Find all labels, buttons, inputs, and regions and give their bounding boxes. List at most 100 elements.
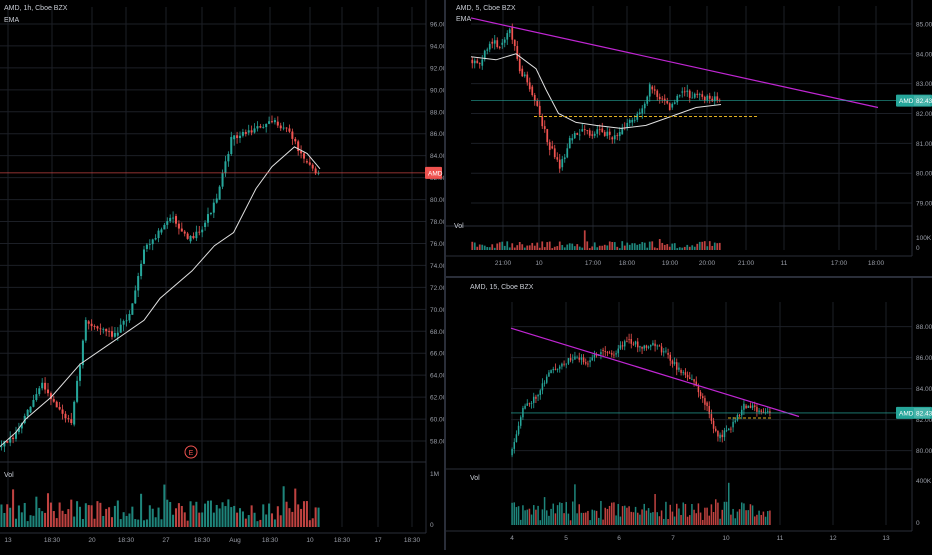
volume-bar [23, 502, 26, 527]
pane-divider-horizontal[interactable] [446, 276, 932, 278]
volume-bar [12, 489, 15, 527]
volume-bar [649, 512, 652, 525]
volume-bar [122, 512, 125, 527]
candle-body [758, 410, 760, 412]
candle-body [713, 96, 716, 102]
chart-bottom-right-svg[interactable]: 88.00 86.00 84.00 82.00 80.00 400K 0 4 5 6 7 10 11 12… [446, 278, 932, 550]
price-tag-symbol: AMD [428, 170, 443, 177]
volume-bar [108, 507, 111, 527]
candle-body [172, 217, 175, 219]
volume-tick-label: 1M [430, 471, 439, 478]
x-tick-label: 6 [617, 535, 621, 542]
price-tag-symbol: AMD [899, 410, 914, 417]
candle-body [221, 173, 224, 187]
chart-left-svg[interactable]: 96.0094.0092.0090.0088.0086.0084.0082.00… [0, 0, 462, 550]
volume-bar [553, 246, 556, 250]
candle-body [706, 402, 708, 407]
chart-pane-bottom-right[interactable]: 88.00 86.00 84.00 82.00 80.00 400K 0 4 5 6 7 10 11 12… [446, 278, 932, 550]
trendline [470, 17, 879, 109]
volume-bar [708, 515, 711, 525]
candle-body [548, 142, 551, 150]
volume-bar [701, 241, 704, 250]
volume-bar [718, 242, 721, 250]
y-tick-label: 60.00 [430, 417, 444, 424]
candle-body [725, 430, 728, 432]
candle-body [518, 58, 521, 72]
volume-bar [166, 499, 169, 527]
candle-body [215, 198, 218, 203]
candle-body [230, 136, 233, 155]
volume-bar [626, 242, 629, 250]
volume-bar [753, 516, 756, 525]
candle-body [276, 121, 279, 126]
volume-bar [675, 503, 678, 525]
price-tag [425, 166, 442, 179]
candle-body [671, 360, 674, 364]
volume-bar [762, 511, 765, 525]
candle-body [311, 164, 314, 169]
candle-body [656, 90, 659, 97]
candle-body [753, 405, 756, 407]
volume-bar [617, 503, 620, 525]
candle-body [716, 96, 719, 101]
candle-body [478, 63, 481, 65]
candle-body [513, 442, 516, 449]
candle-body [119, 324, 122, 333]
candle-body [658, 345, 661, 347]
candle-body [711, 98, 714, 102]
candle-body [730, 428, 732, 430]
candle-body [680, 370, 682, 373]
candle-body [247, 130, 250, 133]
candle-body [556, 368, 559, 370]
volume-bar [183, 512, 186, 527]
candle-body [591, 357, 594, 361]
x-tick-label: 10 [535, 260, 543, 267]
volume-bar [606, 508, 609, 525]
volume-bar [571, 243, 574, 250]
candle-body [766, 411, 769, 413]
volume-bar [608, 241, 611, 250]
volume-bar [730, 514, 732, 525]
volume-bar [566, 244, 569, 250]
volume-bar [615, 515, 617, 525]
volume-bar [530, 514, 533, 525]
candle-body [566, 148, 569, 158]
volume-bar [538, 247, 541, 250]
y-tick-label: 86.00 [916, 355, 932, 362]
volume-bar [631, 243, 634, 250]
candle-body [578, 357, 581, 360]
candle-body [183, 231, 186, 234]
volume-bar [471, 241, 474, 250]
candle-body [511, 26, 514, 40]
candle-body [151, 239, 154, 245]
volume-bar [593, 510, 596, 525]
volume-bar [665, 501, 667, 525]
volume-bar [174, 508, 178, 527]
candle-body [686, 90, 689, 92]
volume-bar [578, 504, 581, 525]
candle-body [546, 129, 549, 143]
x-tick-label: 12 [829, 535, 837, 542]
volume-bar [483, 245, 486, 250]
candle-body [12, 437, 15, 440]
chart-top-right-svg[interactable]: 85.00 84.00 83.00 82.00 81.00 80.00 79.00 100K 0… [446, 0, 932, 276]
chart-pane-top-right[interactable]: 85.00 84.00 83.00 82.00 81.00 80.00 79.00 100K 0… [446, 0, 932, 276]
pane-divider-vertical[interactable] [444, 0, 446, 550]
candle-body [244, 132, 247, 134]
volume-bar [550, 508, 552, 525]
candle-body [723, 430, 726, 438]
volume-bar [473, 242, 476, 250]
volume-bar [493, 247, 496, 250]
volume-bar [35, 496, 38, 527]
candle-body [543, 126, 546, 130]
volume-bar [543, 497, 546, 525]
volume-bar [639, 514, 641, 525]
volume-bar [224, 506, 227, 527]
chart-pane-left[interactable]: 96.0094.0092.0090.0088.0086.0084.0082.00… [0, 0, 462, 550]
volume-bar [678, 247, 681, 250]
volume-bar [661, 242, 664, 250]
volume-bar [558, 502, 561, 525]
candle-body [96, 326, 99, 329]
candle-body [621, 127, 624, 135]
volume-bar [521, 244, 524, 250]
